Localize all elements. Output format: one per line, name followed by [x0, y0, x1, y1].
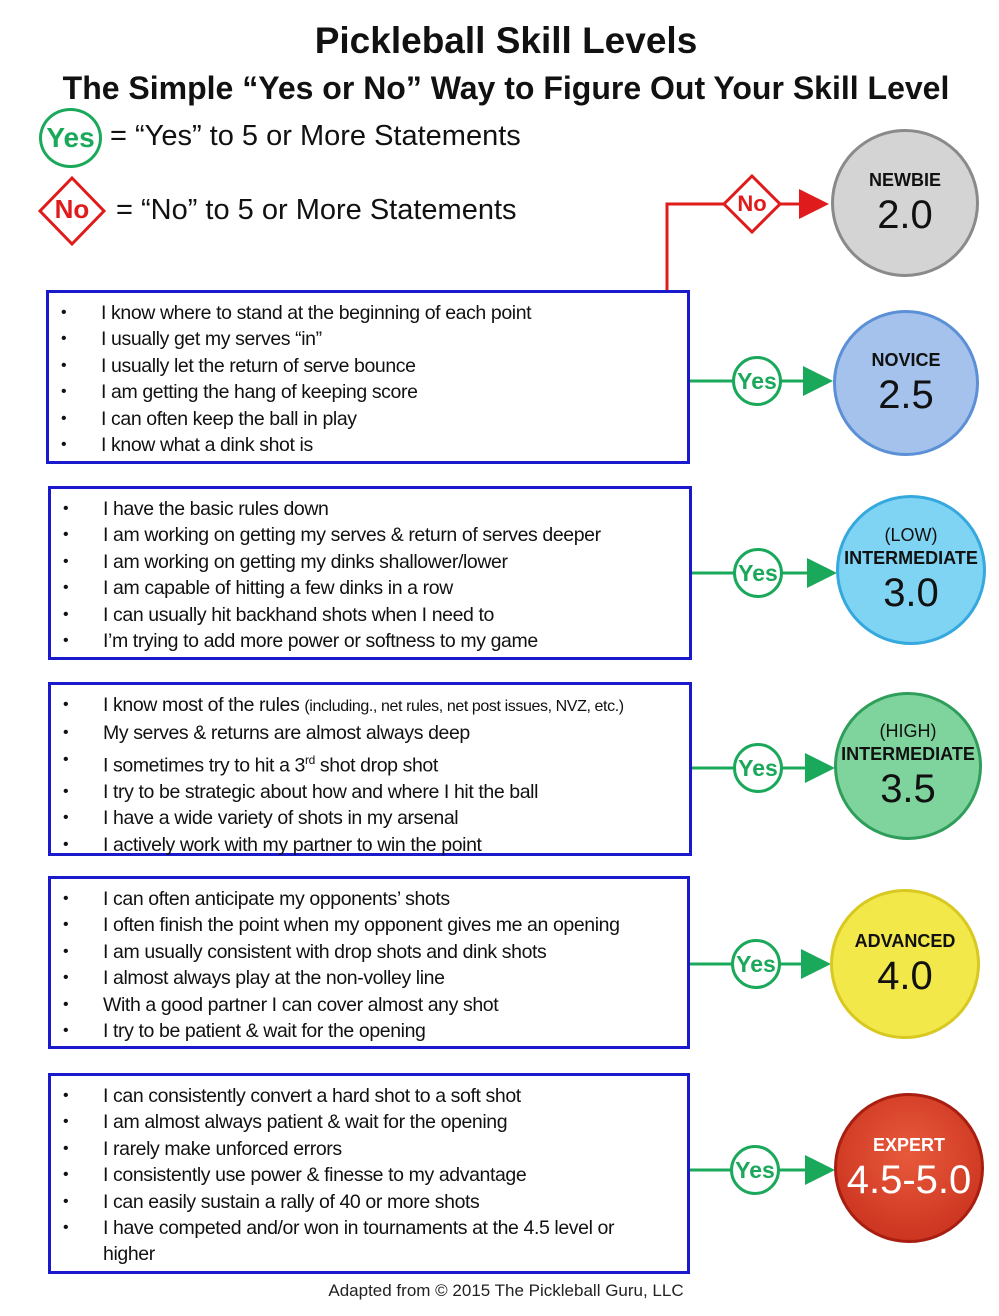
level-rating: 4.0 — [877, 953, 933, 998]
statement: I am getting the hang of keeping score — [49, 379, 687, 406]
statement: I rarely make unforced errors — [51, 1136, 647, 1163]
level-qualifier: (LOW) — [884, 525, 938, 545]
statement: I almost always play at the non-volley l… — [51, 965, 687, 992]
statement: I try to be patient & wait for the openi… — [51, 1018, 687, 1045]
statement-text: I know most of the rules — [103, 694, 300, 716]
level-qualifier: (HIGH) — [879, 721, 937, 741]
legend-no-text: = “No” to 5 or More Statements — [116, 194, 517, 226]
statement: I often finish the point when my opponen… — [51, 912, 687, 939]
statement-box-low-intermediate: I have the basic rules down I am working… — [48, 486, 692, 660]
no-diamond-icon — [721, 173, 783, 235]
yes-badge: Yes — [733, 743, 783, 793]
footer-credit: Adapted from © 2015 The Pickleball Guru,… — [328, 1281, 684, 1300]
statement: I am working on getting my dinks shallow… — [51, 549, 689, 576]
level-name: INTERMEDIATE — [841, 744, 975, 764]
level-circle-novice: NOVICE 2.5 — [833, 310, 979, 456]
statement: I can easily sustain a rally of 40 or mo… — [51, 1189, 647, 1216]
statement: I can often anticipate my opponents’ sho… — [51, 886, 687, 913]
statement: I have a wide variety of shots in my ars… — [51, 805, 689, 832]
statement: I can often keep the ball in play — [49, 406, 687, 433]
statement: I sometimes try to hit a 3rd shot drop s… — [51, 747, 689, 779]
statement: I can usually hit backhand shots when I … — [51, 602, 689, 629]
yes-badge: Yes — [733, 548, 783, 598]
level-circle-newbie: NEWBIE 2.0 — [831, 129, 979, 277]
statement: With a good partner I can cover almost a… — [51, 992, 687, 1019]
statement: I consistently use power & finesse to my… — [51, 1162, 647, 1189]
statement: My serves & returns are almost always de… — [51, 720, 689, 747]
statement-box-novice: I know where to stand at the beginning o… — [46, 290, 690, 464]
level-circle-expert: EXPERT 4.5-5.0 — [834, 1093, 984, 1243]
level-name: NEWBIE — [869, 169, 941, 190]
level-rating: 4.5-5.0 — [846, 1157, 972, 1202]
no-diamond-icon — [37, 175, 107, 247]
legend-yes-text: = “Yes” to 5 or More Statements — [110, 120, 521, 152]
statement: I try to be strategic about how and wher… — [51, 779, 689, 806]
page-subtitle: The Simple “Yes or No” Way to Figure Out… — [62, 70, 950, 106]
statement: I usually get my serves “in” — [49, 326, 687, 353]
yes-badge: Yes — [731, 939, 781, 989]
statement-note: (including., net rules, net post issues,… — [304, 698, 624, 715]
statement: I’m trying to add more power or softness… — [51, 628, 689, 655]
statement: I am almost always patient & wait for th… — [51, 1109, 647, 1136]
page-title: Pickleball Skill Levels — [314, 20, 698, 61]
level-circle-low-intermediate: (LOW) INTERMEDIATE 3.0 — [836, 495, 986, 645]
yes-badge: Yes — [730, 1145, 780, 1195]
statement: I usually let the return of serve bounce — [49, 353, 687, 380]
level-rating: 2.0 — [877, 192, 933, 237]
statement: I am usually consistent with drop shots … — [51, 939, 687, 966]
legend-no-badge: No — [54, 194, 90, 224]
level-circle-high-intermediate: (HIGH) INTERMEDIATE 3.5 — [834, 692, 982, 840]
level-rating: 3.0 — [883, 571, 939, 615]
statement: I actively work with my partner to win t… — [51, 832, 689, 859]
statement: I am capable of hitting a few dinks in a… — [51, 575, 689, 602]
level-name: EXPERT — [872, 1134, 946, 1155]
level-rating: 2.5 — [878, 372, 934, 417]
level-circle-advanced: ADVANCED 4.0 — [830, 889, 980, 1039]
statement: I know what a dink shot is — [49, 432, 687, 459]
level-name: NOVICE — [871, 349, 941, 370]
statement: I am working on getting my serves & retu… — [51, 522, 689, 549]
yes-badge: Yes — [732, 356, 782, 406]
statement: I have the basic rules down — [51, 496, 689, 523]
statement: I know where to stand at the beginning o… — [49, 300, 687, 327]
statement: I have competed and/or won in tournament… — [51, 1215, 647, 1268]
statement: I know most of the rules (including., ne… — [51, 692, 689, 720]
level-name: ADVANCED — [854, 930, 956, 951]
level-name: INTERMEDIATE — [844, 548, 978, 568]
statement-box-advanced: I can often anticipate my opponents’ sho… — [48, 876, 690, 1049]
level-rating: 3.5 — [880, 767, 936, 811]
statement-box-expert: I can consistently convert a hard shot t… — [48, 1073, 690, 1274]
statement: I can consistently convert a hard shot t… — [51, 1083, 647, 1110]
statement-box-high-intermediate: I know most of the rules (including., ne… — [48, 682, 692, 859]
legend-yes-badge: Yes — [39, 108, 102, 168]
no-badge: No — [737, 191, 767, 216]
